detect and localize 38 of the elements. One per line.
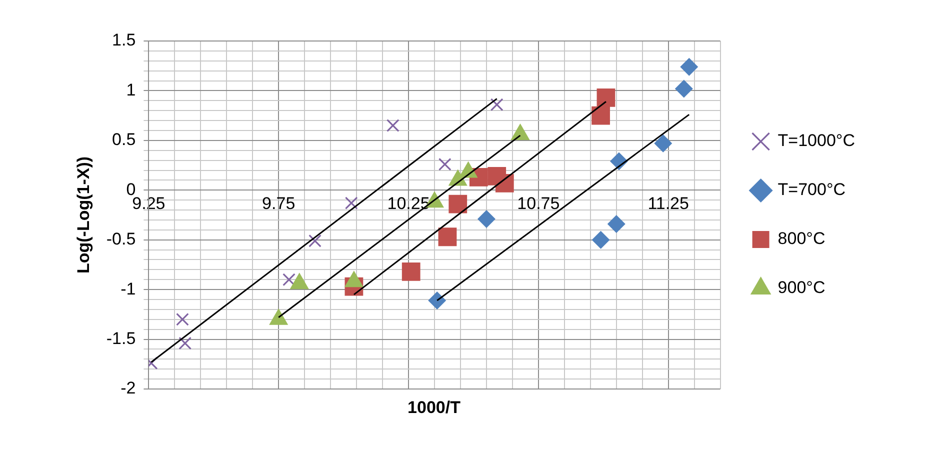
y-tick-label: -1 xyxy=(120,279,136,298)
point xyxy=(386,119,400,132)
legend-label: 800°C xyxy=(778,229,826,248)
x-axis-title: 1000/T xyxy=(406,398,462,418)
point xyxy=(495,174,514,192)
legend-label: T=700°C xyxy=(778,180,846,200)
point xyxy=(674,80,693,98)
legend-label: T=1000°C xyxy=(778,131,856,150)
y-tick-label: -1.5 xyxy=(106,328,136,348)
point xyxy=(654,134,672,152)
point xyxy=(344,196,358,210)
point xyxy=(477,210,496,228)
point xyxy=(592,106,610,125)
point xyxy=(176,312,189,326)
point xyxy=(308,234,322,248)
point xyxy=(282,273,296,286)
x-tick-label: 10.75 xyxy=(517,194,560,214)
x-tick-label: 9.25 xyxy=(132,194,166,214)
y-tick-label: -2 xyxy=(120,378,136,398)
point xyxy=(438,228,457,246)
y-axis-title: Log(-Log(1-X)) xyxy=(74,156,93,274)
y-tick-label: -0.5 xyxy=(106,230,136,249)
point xyxy=(438,158,452,171)
x-tick-label: 9.75 xyxy=(262,194,296,214)
point xyxy=(596,88,616,107)
point xyxy=(607,214,626,233)
point xyxy=(490,98,504,112)
point xyxy=(592,230,610,249)
point xyxy=(680,58,698,76)
point xyxy=(402,262,420,281)
point xyxy=(448,194,468,214)
y-tick-label: 1.5 xyxy=(112,30,136,50)
y-tick-label: 0.5 xyxy=(112,130,136,150)
legend-label: 900°C xyxy=(778,278,826,298)
point xyxy=(428,292,446,310)
point xyxy=(178,336,192,350)
x-tick-label: 11.25 xyxy=(648,194,689,214)
y-tick-label: 1 xyxy=(126,80,136,100)
